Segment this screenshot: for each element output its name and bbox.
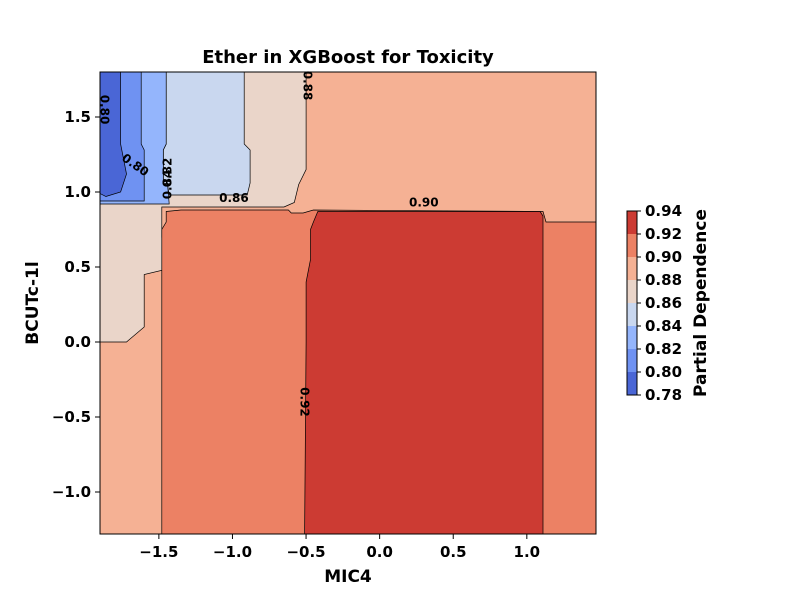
contour-label: 0.86 [219, 191, 249, 205]
contour-regions [100, 72, 596, 534]
colorbar-tick-label: 0.80 [645, 363, 682, 381]
x-axis: −1.5 −1.0 −0.5 0.0 0.5 1.0 [139, 534, 540, 561]
contour-label: 0.82 [161, 158, 175, 188]
contour-region-0.92-0.94 [304, 211, 544, 534]
y-tick-label: 1.0 [64, 183, 91, 201]
y-tick-label: −1.0 [52, 483, 91, 501]
colorbar-tick-label: 0.82 [645, 340, 682, 358]
colorbar-tick-label: 0.88 [645, 271, 682, 289]
contour-label: 0.84 [161, 170, 175, 200]
colorbar-tick-label: 0.78 [645, 386, 682, 404]
y-tick-label: 1.5 [64, 108, 91, 126]
colorbar-tick-label: 0.94 [645, 202, 682, 220]
x-tick-label: −0.5 [286, 543, 325, 561]
x-axis-label: MIC4 [324, 567, 372, 587]
contour-label: 0.88 [301, 71, 315, 101]
colorbar-label: Partial Dependence [691, 209, 711, 397]
contour-region-0.78-0.80 [100, 72, 127, 197]
plot-frame [99, 71, 597, 535]
x-tick-label: −1.0 [213, 543, 252, 561]
colorbar-segment [627, 303, 637, 326]
colorbar-segment [627, 257, 637, 280]
colorbar-tick-label: 0.92 [645, 225, 682, 243]
colorbar: 0.78 0.80 0.82 0.84 0.86 0.88 0.90 0.92 0.94 [626, 202, 682, 404]
colorbar-tick-label: 0.84 [645, 317, 682, 335]
x-tick-label: 0.0 [366, 543, 393, 561]
colorbar-segment [627, 280, 637, 303]
colorbar-tick-label: 0.86 [645, 294, 682, 312]
contour-label: 0.90 [409, 196, 439, 210]
colorbar-segment [627, 234, 637, 257]
colorbar-tick-label: 0.90 [645, 248, 682, 266]
chart-title: Ether in XGBoost for Toxicity [202, 47, 494, 68]
y-tick-label: 0.5 [64, 258, 91, 276]
plot-area [100, 72, 596, 534]
x-tick-label: 1.0 [514, 543, 541, 561]
x-tick-label: 0.5 [440, 543, 467, 561]
colorbar-segment [627, 326, 637, 349]
y-axis-label: BCUTc-1l [23, 261, 43, 344]
x-tick-label: −1.5 [139, 543, 178, 561]
y-tick-label: 0.0 [64, 333, 91, 351]
contour-label: 0.92 [298, 387, 312, 417]
contour-region-0.84-0.86 [162, 72, 251, 196]
y-axis: −1.0 −0.5 0.0 0.5 1.0 1.5 [52, 108, 100, 501]
colorbar-segment [627, 211, 637, 234]
contour-label: 0.80 [97, 95, 111, 125]
y-tick-label: −0.5 [52, 408, 91, 426]
colorbar-segment [627, 349, 637, 372]
colorbar-segment [627, 372, 637, 395]
